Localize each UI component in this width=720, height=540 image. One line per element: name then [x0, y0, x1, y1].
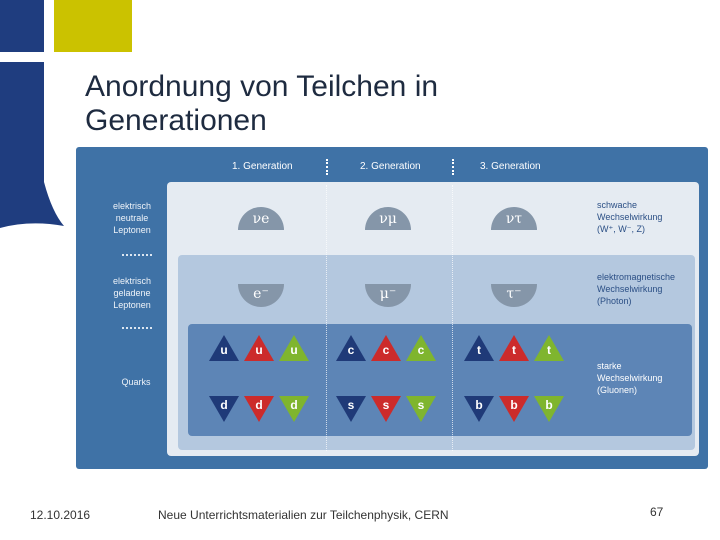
quark-label: b — [475, 398, 483, 412]
generation-header-2: 2. Generation — [360, 161, 421, 172]
quark-label: b — [510, 398, 518, 412]
quark-down-triangle: s — [406, 396, 436, 422]
quark-up-triangle: t — [534, 335, 564, 361]
quark-triangle-icon — [244, 335, 274, 361]
neutrino-tau: ντ — [491, 207, 537, 230]
quark-triangle-icon — [534, 396, 564, 422]
quark-triangle-icon — [279, 335, 309, 361]
quark-down-triangle: b — [464, 396, 494, 422]
quark-up-triangle: c — [406, 335, 436, 361]
label-weak-interaction: schwache Wechselwirkung (W⁺, W⁻, Z) — [597, 200, 663, 234]
quark-label: c — [347, 343, 355, 357]
quark-triangle-icon — [209, 335, 239, 361]
generation-header-3: 3. Generation — [480, 161, 541, 172]
slide-title: Anordnung von Teilchen in Generationen — [85, 70, 439, 137]
quark-label: d — [255, 398, 263, 412]
quark-down-triangle: d — [279, 396, 309, 422]
quark-down-triangle: s — [336, 396, 366, 422]
footer-date: 12.10.2016 — [30, 508, 91, 522]
quark-triangle-icon — [336, 335, 366, 361]
quark-up-triangle: t — [499, 335, 529, 361]
row-separator — [122, 327, 152, 329]
footer-source: Neue Unterrichtsmaterialien zur Teilchen… — [158, 508, 449, 522]
neutrino-electron: νe — [238, 207, 284, 230]
quark-triangle-icon — [499, 335, 529, 361]
decorative-yellow-block — [54, 0, 132, 52]
quark-triangle-icon — [336, 396, 366, 422]
quark-triangle-icon — [244, 396, 274, 422]
quark-down-triangle: b — [499, 396, 529, 422]
quark-down-triangle: b — [534, 396, 564, 422]
quark-triangle-icon — [371, 335, 401, 361]
quark-triangle-icon — [464, 335, 494, 361]
quark-triangle-icon — [209, 396, 239, 422]
generation-divider — [452, 185, 453, 451]
quark-label: d — [220, 398, 228, 412]
lepton-tau: τ⁻ — [491, 284, 537, 307]
quark-triangle-icon — [534, 335, 564, 361]
quark-label: t — [477, 343, 481, 357]
row-label-neutral-leptons: elektrisch neutrale Leptonen — [112, 201, 151, 235]
quark-label: b — [545, 398, 553, 412]
quark-label: s — [382, 398, 390, 412]
quark-down-triangle: s — [371, 396, 401, 422]
quark-down-triangle: d — [209, 396, 239, 422]
quark-label: s — [347, 398, 355, 412]
decorative-blue-swoosh — [0, 62, 64, 228]
quark-triangle-icon — [279, 396, 309, 422]
generation-header-1: 1. Generation — [232, 161, 293, 172]
row-separator — [122, 254, 152, 256]
page-number: 67 — [650, 505, 664, 519]
decorative-navy-block — [0, 0, 44, 52]
quark-up-triangle: c — [371, 335, 401, 361]
quark-label: d — [290, 398, 298, 412]
generation-divider — [326, 185, 327, 451]
quark-up-triangle: t — [464, 335, 494, 361]
label-electromagnetic-interaction: elektromagnetische Wechselwirkung (Photo… — [597, 272, 676, 306]
quark-up-red-triangle: u — [209, 335, 239, 361]
quark-up-triangle: u — [244, 335, 274, 361]
quark-down-triangle: d — [244, 396, 274, 422]
quark-triangle-icon — [499, 396, 529, 422]
quark-up-triangle: u — [279, 335, 309, 361]
quark-label: t — [547, 343, 551, 357]
lepton-electron: e⁻ — [238, 284, 284, 307]
quark-label: u — [220, 343, 228, 357]
strong-interaction-box — [188, 324, 692, 436]
label-strong-interaction: starke Wechselwirkung (Gluonen) — [597, 361, 663, 395]
quark-label: c — [417, 343, 425, 357]
generation-divider — [452, 159, 454, 175]
lepton-muon: μ⁻ — [365, 284, 411, 307]
quark-triangle-icon — [406, 335, 436, 361]
quark-triangle-icon — [371, 396, 401, 422]
generation-divider — [326, 159, 328, 175]
quark-triangle-icon — [406, 396, 436, 422]
neutrino-muon: νμ — [365, 207, 411, 230]
quark-up-triangle: c — [336, 335, 366, 361]
row-label-quarks: Quarks — [121, 377, 151, 387]
row-label-charged-leptons: elektrisch geladene Leptonen — [112, 276, 151, 310]
quark-label: u — [255, 343, 263, 357]
quark-label: t — [512, 343, 516, 357]
particle-generations-diagram: 1. Generation 2. Generation 3. Generatio… — [76, 147, 708, 469]
quark-label: u — [290, 343, 298, 357]
quark-triangle-icon — [464, 396, 494, 422]
quark-label: s — [417, 398, 425, 412]
quark-label: c — [382, 343, 390, 357]
